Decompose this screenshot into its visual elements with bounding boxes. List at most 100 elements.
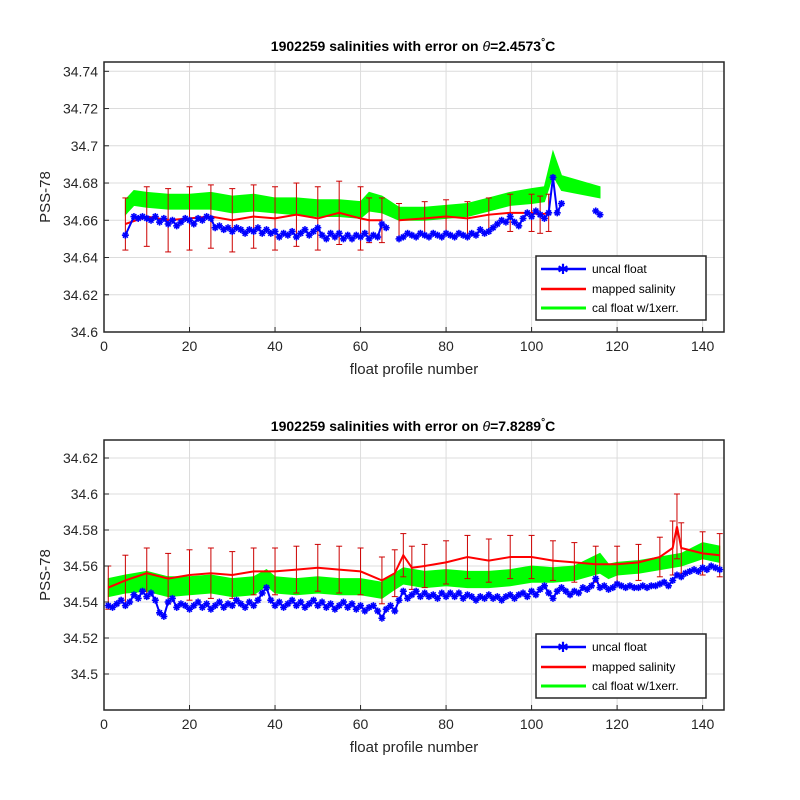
uncal-float-point (558, 200, 566, 208)
uncal-float-point (190, 220, 198, 228)
uncal-float-point (224, 224, 232, 232)
star-stroke (417, 230, 424, 237)
uncal-float-point (669, 576, 677, 584)
panel-top: 1902259 salinities with error on θ=2.457… (37, 37, 725, 378)
star-stroke (242, 604, 249, 611)
y-tick-label-3: 34.66 (63, 212, 98, 228)
uncal-float-point (318, 598, 326, 606)
star-stroke (430, 230, 437, 237)
star-stroke (524, 209, 531, 216)
uncal-float-point (716, 566, 724, 574)
star-stroke (468, 593, 475, 600)
uncal-float-point (455, 589, 463, 597)
star-stroke (280, 230, 287, 237)
panel-bottom: 1902259 salinities with error on θ=7.828… (37, 417, 725, 756)
star-stroke (673, 571, 680, 579)
uncal-float-point (587, 582, 595, 590)
star-stroke (233, 224, 240, 231)
star-stroke (665, 582, 672, 589)
uncal-float-point (339, 598, 347, 606)
star-stroke (229, 602, 236, 609)
uncal-float-point (519, 214, 527, 222)
star-stroke (549, 595, 556, 602)
star-stroke (327, 230, 334, 237)
star-stroke (455, 589, 462, 597)
uncal-float-point (215, 598, 223, 606)
y-tick-label-1: 34.62 (63, 287, 98, 303)
legend-label-mapped-bottom: mapped salinity (592, 660, 675, 674)
star-stroke (545, 209, 552, 216)
star-stroke (498, 217, 505, 224)
star-stroke (562, 588, 569, 595)
uncal-float-point (596, 211, 604, 219)
star-stroke (396, 597, 403, 604)
star-stroke (549, 174, 556, 181)
uncal-float-point (241, 603, 249, 611)
uncal-float-point (369, 602, 377, 610)
uncal-float-point (677, 573, 685, 581)
uncal-float-point (181, 602, 189, 610)
x-tick-label-7: 140 (691, 338, 715, 354)
star-stroke (156, 609, 163, 616)
uncal-float-point (694, 567, 702, 575)
star-stroke (353, 232, 360, 239)
uncal-float-point (305, 600, 313, 608)
star-stroke (592, 575, 599, 582)
uncal-float-point (194, 598, 202, 606)
uncal-float-point (438, 589, 446, 597)
star-stroke (691, 566, 698, 573)
star-stroke (541, 582, 548, 589)
y-axis-label-bottom: PSS-78 (37, 549, 54, 601)
star-stroke (259, 589, 266, 597)
y-tick-label-3: 34.56 (63, 558, 98, 574)
star-stroke (105, 602, 112, 609)
star-stroke (246, 226, 253, 233)
uncal-float-point (121, 231, 129, 239)
star-stroke (588, 582, 595, 589)
uncal-float-point (151, 596, 159, 604)
uncal-float-point (549, 594, 557, 602)
star-stroke (203, 213, 210, 220)
legend-bottom: ✱ uncal float mapped salinity cal float … (535, 633, 707, 699)
star-stroke (301, 226, 308, 233)
uncal-float-point (378, 614, 386, 622)
star-stroke (507, 591, 514, 598)
star-stroke (374, 607, 381, 615)
uncal-float-point (472, 231, 480, 239)
uncal-float-point (361, 229, 369, 237)
uncal-float-point (134, 594, 142, 602)
uncal-float-point (297, 229, 305, 237)
chart-title-top: 1902259 salinities with error on θ=2.457… (271, 37, 555, 54)
uncal-float-point (314, 224, 322, 232)
uncal-float-point (391, 607, 399, 615)
uncal-float-point (540, 582, 548, 590)
x-tick-label-2: 40 (267, 716, 283, 732)
star-stroke (716, 566, 723, 573)
star-stroke (532, 591, 539, 598)
uncal-float-point (446, 589, 454, 597)
star-stroke (122, 232, 129, 239)
star-stroke (408, 232, 415, 239)
star-stroke (310, 597, 317, 604)
uncal-float-point (271, 227, 279, 235)
star-stroke (319, 232, 326, 239)
star-stroke (626, 582, 633, 589)
y-tick-label-1: 34.52 (63, 630, 98, 646)
uncal-float-point (331, 605, 339, 613)
star-stroke (472, 232, 480, 239)
star-stroke (507, 213, 514, 220)
uncal-float-point (138, 587, 146, 595)
star-stroke (421, 589, 428, 597)
legend-label-uncal-top: uncal float (592, 262, 647, 276)
star-stroke (545, 589, 552, 597)
star-stroke (207, 215, 214, 222)
uncal-float-point (378, 220, 386, 228)
y-ticks-top: 34.6 34.62 34.64 34.66 34.68 34.7 34.72 34.74 (63, 63, 109, 340)
uncal-float-point (545, 589, 553, 597)
star-stroke (177, 600, 184, 607)
star-stroke (558, 200, 565, 207)
star-stroke (558, 584, 565, 591)
y-tick-label-6: 34.62 (63, 450, 98, 466)
star-stroke (571, 588, 578, 595)
star-stroke (430, 591, 437, 598)
